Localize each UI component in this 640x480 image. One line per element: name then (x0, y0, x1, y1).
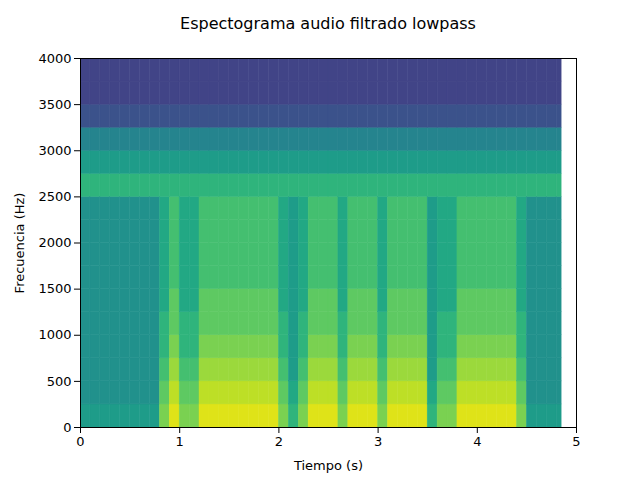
svg-text:500: 500 (47, 374, 72, 389)
svg-text:2: 2 (275, 434, 283, 449)
svg-text:3500: 3500 (38, 97, 71, 112)
svg-text:Frecuencia (Hz): Frecuencia (Hz) (12, 193, 27, 294)
svg-text:4000: 4000 (38, 51, 71, 66)
svg-text:1000: 1000 (38, 327, 71, 342)
svg-text:0: 0 (63, 420, 71, 435)
svg-text:2000: 2000 (38, 235, 71, 250)
svg-text:1500: 1500 (38, 281, 71, 296)
svg-text:0: 0 (76, 434, 84, 449)
svg-text:4: 4 (473, 434, 481, 449)
svg-text:2500: 2500 (38, 189, 71, 204)
svg-text:3: 3 (374, 434, 382, 449)
svg-text:3000: 3000 (38, 143, 71, 158)
html-text:Espectograma audio filtrado lo: Espectograma audio filtrado lowpass (180, 14, 476, 33)
svg-text:5: 5 (572, 434, 580, 449)
svg-text:Tiempo (s): Tiempo (s) (293, 458, 363, 473)
svg-text:1: 1 (176, 434, 184, 449)
